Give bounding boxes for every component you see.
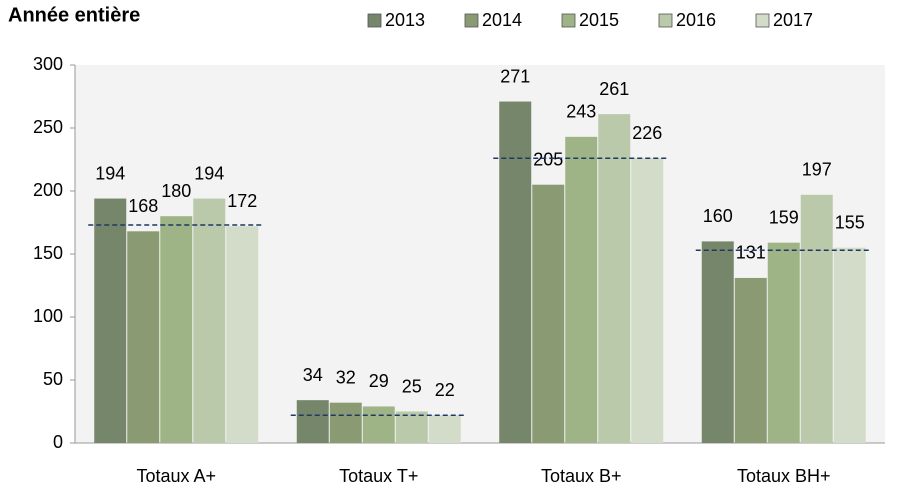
legend-label: 2015 [579, 10, 619, 30]
y-tick-label: 0 [53, 432, 63, 452]
bar [565, 136, 598, 443]
bar [701, 241, 734, 443]
bar [296, 400, 329, 443]
y-tick-label: 300 [33, 54, 63, 74]
y-tick-label: 200 [33, 180, 63, 200]
legend-swatch [367, 13, 382, 28]
legend-label: 2013 [385, 10, 425, 30]
bar [127, 231, 160, 443]
value-label: 22 [435, 380, 455, 400]
legend-swatch [464, 13, 479, 28]
value-label: 194 [194, 163, 224, 183]
bar [94, 198, 127, 443]
bar [499, 101, 532, 443]
legend-swatch [755, 13, 770, 28]
bar [428, 415, 461, 443]
value-label: 32 [336, 367, 356, 387]
bar [193, 198, 226, 443]
legend-swatch [561, 13, 576, 28]
value-label: 194 [95, 163, 125, 183]
legend-swatch [658, 13, 673, 28]
value-label: 131 [736, 243, 766, 263]
x-tick-label: Totaux BH+ [737, 466, 831, 486]
bar [800, 194, 833, 443]
bar [226, 226, 259, 443]
y-tick-label: 150 [33, 243, 63, 263]
value-label: 271 [500, 66, 530, 86]
bar [734, 277, 767, 443]
bar [631, 158, 664, 444]
bar [767, 242, 800, 443]
value-label: 197 [802, 160, 832, 180]
value-label: 29 [369, 371, 389, 391]
bar [532, 184, 565, 443]
bar [329, 402, 362, 443]
y-tick-label: 250 [33, 117, 63, 137]
value-label: 155 [835, 212, 865, 232]
legend-label: 2014 [482, 10, 522, 30]
value-label: 261 [599, 79, 629, 99]
value-label: 168 [128, 196, 158, 216]
bar [395, 411, 428, 443]
value-label: 160 [703, 206, 733, 226]
value-label: 205 [533, 149, 563, 169]
x-tick-label: Totaux T+ [339, 466, 418, 486]
value-label: 34 [303, 365, 323, 385]
y-tick-label: 50 [43, 369, 63, 389]
value-label: 243 [566, 102, 596, 122]
value-label: 180 [161, 181, 191, 201]
legend-label: 2017 [773, 10, 813, 30]
value-label: 172 [227, 191, 257, 211]
value-label: 25 [402, 376, 422, 396]
legend-label: 2016 [676, 10, 716, 30]
y-tick-label: 100 [33, 306, 63, 326]
bar [833, 247, 866, 443]
value-label: 159 [769, 207, 799, 227]
bar [362, 406, 395, 443]
value-label: 226 [632, 123, 662, 143]
x-tick-label: Totaux A+ [136, 466, 216, 486]
bar [598, 114, 631, 443]
bar [160, 216, 193, 443]
x-tick-label: Totaux B+ [541, 466, 622, 486]
chart-title: Année entière [8, 4, 140, 26]
